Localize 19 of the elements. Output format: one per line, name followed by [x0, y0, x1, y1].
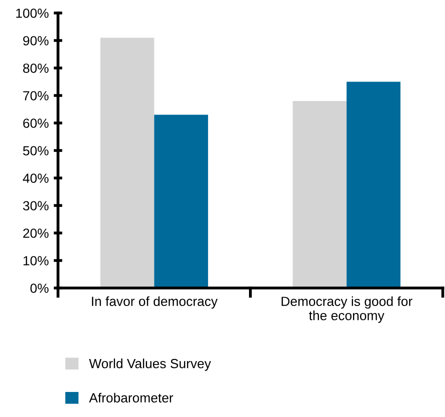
x-tick-label: In favor of democracy — [92, 296, 218, 309]
legend-label: World Values Survey — [89, 358, 211, 371]
bar — [346, 82, 400, 288]
bar — [154, 114, 208, 288]
y-tick-label: 90% — [23, 36, 49, 46]
y-tick-label: 30% — [23, 201, 49, 210]
y-tick-label: 80% — [23, 64, 49, 73]
y-tick-label: 10% — [24, 256, 49, 266]
y-tick-label: 60% — [23, 118, 49, 128]
bar — [292, 101, 347, 288]
y-tick-label: 40% — [22, 174, 49, 183]
y-tick-label: 0% — [30, 284, 49, 293]
y-tick-label: 70% — [23, 91, 49, 100]
y-tick-label: 50% — [23, 146, 49, 156]
y-tick-label: 100% — [16, 8, 49, 18]
y-tick-label: 20% — [23, 228, 49, 238]
bar — [100, 38, 154, 288]
legend-label: Afrobarometer — [89, 392, 174, 403]
x-tick-label: Democracy is good for the economy — [282, 296, 412, 323]
